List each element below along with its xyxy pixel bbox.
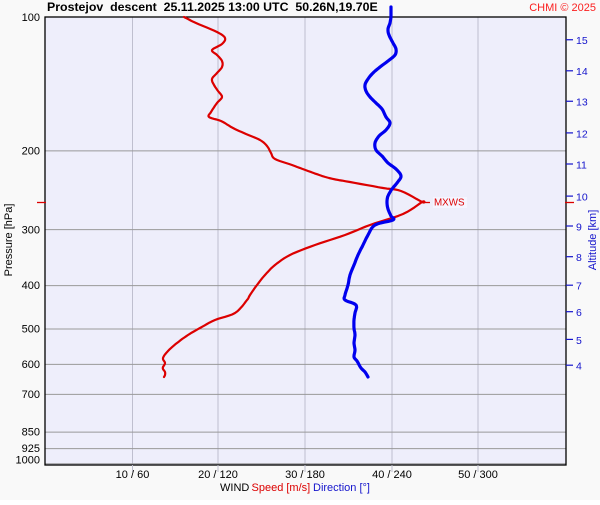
svg-text:Direction [°]: Direction [°] [313, 482, 370, 494]
svg-text:Altitude [km]: Altitude [km] [587, 210, 599, 271]
svg-text:Prostejov descent 25.11.2025: Prostejov descent 25.11.2025 13:00 UTC 5… [47, 0, 378, 14]
svg-text:30 / 180: 30 / 180 [285, 469, 325, 481]
svg-text:10: 10 [576, 192, 588, 204]
svg-text:500: 500 [22, 324, 40, 336]
svg-text:20 / 120: 20 / 120 [198, 469, 238, 481]
svg-text:925: 925 [22, 443, 40, 455]
svg-text:15: 15 [576, 35, 588, 47]
svg-text:400: 400 [22, 280, 40, 292]
svg-text:40 / 240: 40 / 240 [372, 469, 412, 481]
svg-text:4: 4 [576, 361, 582, 373]
svg-text:Speed [m/s]: Speed [m/s] [252, 482, 311, 494]
svg-text:WIND: WIND [220, 482, 249, 494]
svg-text:600: 600 [22, 359, 40, 371]
svg-text:7: 7 [576, 281, 582, 293]
svg-text:MXWS: MXWS [434, 198, 465, 209]
svg-text:700: 700 [22, 389, 40, 401]
svg-text:10 / 60: 10 / 60 [116, 469, 150, 481]
svg-text:11: 11 [576, 159, 587, 171]
svg-text:13: 13 [576, 97, 588, 109]
svg-text:5: 5 [576, 335, 582, 347]
svg-text:50 / 300: 50 / 300 [458, 469, 498, 481]
svg-text:9: 9 [576, 221, 582, 233]
svg-text:850: 850 [22, 427, 40, 439]
svg-text:CHMI © 2025: CHMI © 2025 [529, 2, 596, 14]
svg-text:6: 6 [576, 307, 582, 319]
svg-text:1000: 1000 [16, 455, 40, 467]
svg-text:12: 12 [576, 128, 588, 140]
svg-text:Pressure [hPa]: Pressure [hPa] [3, 204, 15, 277]
svg-text:100: 100 [22, 12, 40, 24]
svg-text:200: 200 [22, 146, 40, 158]
svg-text:8: 8 [576, 252, 582, 264]
svg-text:300: 300 [22, 224, 40, 236]
svg-text:14: 14 [576, 66, 588, 78]
